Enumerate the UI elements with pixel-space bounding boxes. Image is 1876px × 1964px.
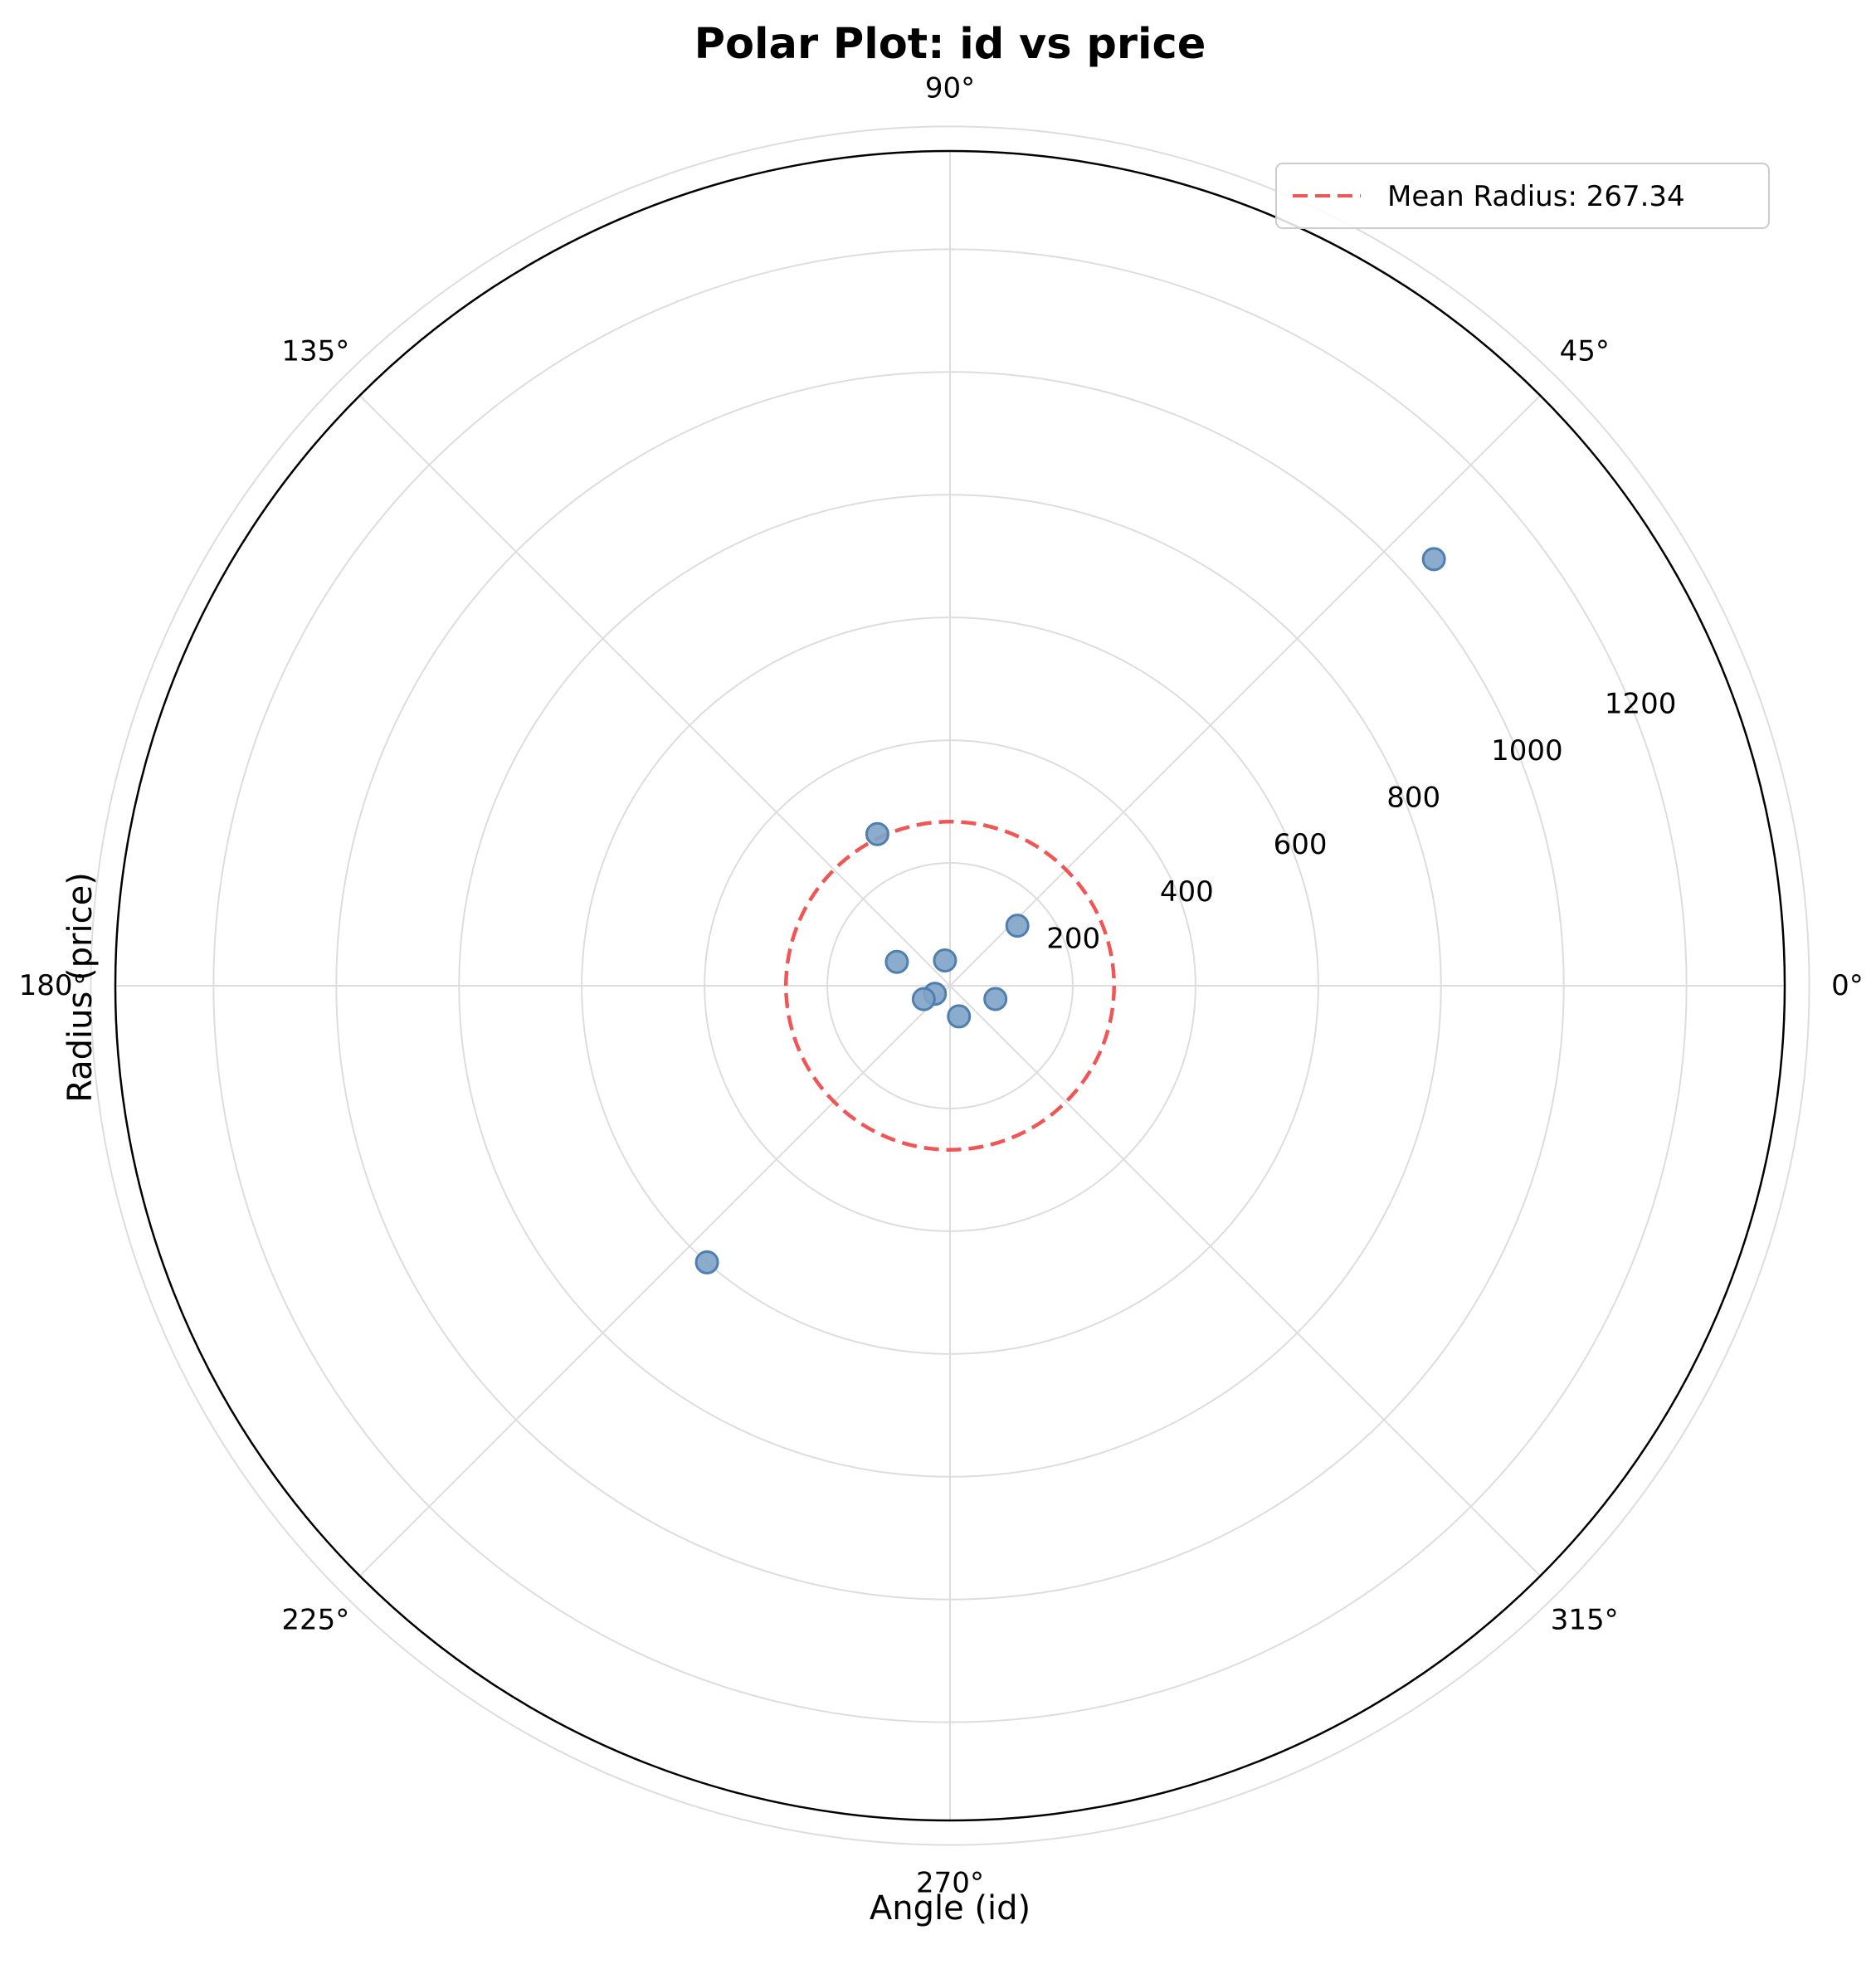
legend-label-mean-radius: Mean Radius: 267.34 <box>1387 180 1685 213</box>
radius-tick-label-600: 600 <box>1274 828 1328 861</box>
radius-tick-labels: 200 400 600 800 1000 1200 <box>1046 687 1676 955</box>
chart-title: Polar Plot: id vs price <box>694 20 1206 69</box>
angular-gridline-225 <box>358 985 951 1577</box>
theta-tick-label-180: 180° <box>19 969 87 1002</box>
legend-box <box>1275 163 1770 229</box>
theta-tick-label-315: 315° <box>1551 1604 1619 1637</box>
theta-tick-labels: 0° 45° 90° 135° 180° 225° 270° 315° <box>19 72 1864 1900</box>
data-point-2 <box>865 821 889 846</box>
radius-tick-label-1200: 1200 <box>1605 687 1677 720</box>
points-layer <box>694 547 1446 1274</box>
data-point-4 <box>933 948 957 973</box>
radius-tick-label-200: 200 <box>1046 922 1100 955</box>
legend: Mean Radius: 267.34 <box>1275 163 1770 229</box>
theta-tick-label-270: 270° <box>916 1866 984 1899</box>
data-point-7 <box>947 1004 972 1029</box>
angular-gridline-135 <box>358 394 951 987</box>
angular-gridline-315 <box>949 985 1542 1577</box>
data-point-0 <box>1421 547 1446 572</box>
mean-radius-circle <box>783 819 1117 1153</box>
data-point-6 <box>911 987 936 1011</box>
grid-layer <box>90 125 1810 1846</box>
radius-tick-label-400: 400 <box>1160 875 1214 909</box>
data-point-3 <box>884 949 909 974</box>
radial-gridline-1400 <box>90 125 1810 1846</box>
data-point-1 <box>1005 914 1030 938</box>
y-axis-label: Radius (price) <box>61 872 100 1103</box>
theta-tick-label-45: 45° <box>1560 334 1610 368</box>
data-point-8 <box>983 987 1008 1011</box>
theta-tick-label-0: 0° <box>1831 969 1864 1002</box>
mean-layer <box>783 819 1117 1153</box>
theta-tick-label-225: 225° <box>281 1604 349 1637</box>
polar-frame <box>114 149 1786 1822</box>
theta-tick-label-135: 135° <box>281 334 349 368</box>
radius-tick-label-1000: 1000 <box>1491 734 1563 768</box>
data-point-9 <box>694 1250 719 1274</box>
theta-tick-label-90: 90° <box>925 72 975 105</box>
radius-tick-label-800: 800 <box>1386 782 1440 815</box>
angular-gridline-45 <box>949 394 1542 987</box>
x-axis-label: Angle (id) <box>870 1889 1031 1927</box>
